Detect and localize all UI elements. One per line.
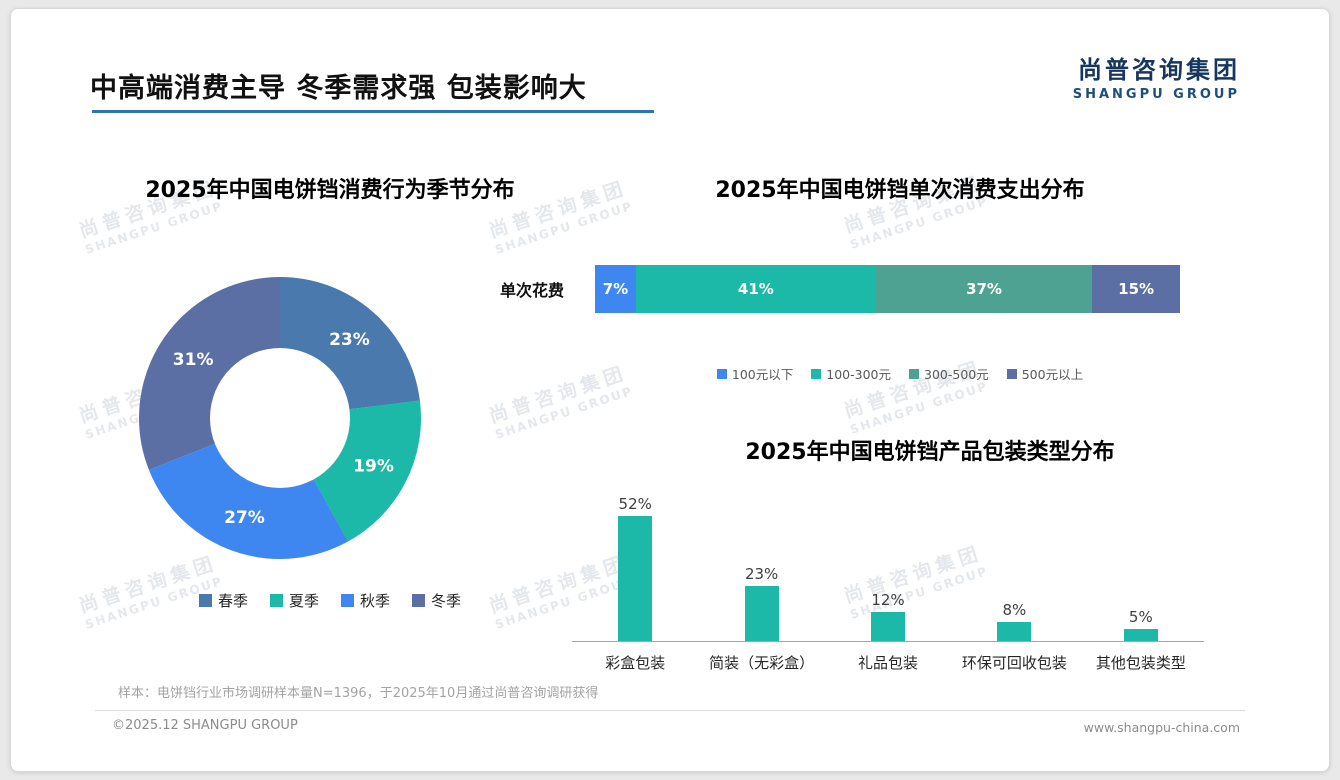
company-logo: 尚普咨询集团 SHANGPU GROUP <box>1073 50 1240 102</box>
stacked-bar-row: 单次花费 7% 41% 37% 15% <box>500 265 1188 313</box>
legend-item-冬季: 冬季 <box>412 590 461 611</box>
donut-segment-value: 31% <box>173 350 214 370</box>
donut-chart-title: 2025年中国电饼铛消费行为季节分布 <box>145 178 515 203</box>
bar-value-label: 52% <box>618 495 652 514</box>
legend-item-100元以下: 100元以下 <box>716 364 794 383</box>
bar-rect <box>618 516 653 641</box>
legend-label: 春季 <box>217 592 248 610</box>
donut-hole <box>210 348 350 488</box>
logo-chinese: 尚普咨询集团 <box>1078 56 1240 84</box>
bar-value-label: 12% <box>871 591 905 610</box>
bar-rect <box>871 612 906 641</box>
bar-value-label: 8% <box>1002 600 1027 619</box>
footer-divider <box>95 710 1245 711</box>
legend-label: 100-300元 <box>826 367 891 382</box>
packaging-bar-chart: 52% 23% 12% 8% 5% 彩盒包装 简装（无彩盒） 礼品包装 环保可回收包装 其他包装… <box>572 488 1204 673</box>
bar-value-label: 5% <box>1128 608 1153 626</box>
legend-label: 秋季 <box>360 592 391 610</box>
donut-segment-value: 19% <box>353 457 394 477</box>
bar-column-彩盒包装: 52% <box>572 495 698 641</box>
legend-label: 300-500元 <box>924 367 989 382</box>
bar-rect <box>1123 629 1158 641</box>
legend-item-夏季: 夏季 <box>269 590 319 611</box>
legend-item-100-300元: 100-300元 <box>811 364 891 383</box>
title-underline <box>92 110 654 113</box>
bar-category-label: 彩盒包装 <box>605 654 666 672</box>
donut-segment-秋季 <box>139 277 421 559</box>
bar-category-label: 其他包装类型 <box>1095 654 1186 672</box>
legend-item-300-500元: 300-500元 <box>909 364 989 383</box>
legend-label: 夏季 <box>288 592 319 610</box>
bar-rect <box>744 585 779 641</box>
bar-column-简装（无彩盒）: 23% <box>698 565 824 641</box>
stacked-segment-value: 15% <box>1118 280 1155 298</box>
donut-segment-冬季 <box>139 277 421 559</box>
seasonal-donut-chart: 23% 19% 27% 31% <box>139 277 421 559</box>
legend-swatch-icon <box>716 368 727 379</box>
legend-label: 100元以下 <box>731 367 794 382</box>
sample-footnote: 样本：电饼铛行业市场调研样本量N=1396，于2025年10月通过尚普咨询调研获… <box>118 686 599 701</box>
bar-categories: 彩盒包装 简装（无彩盒） 礼品包装 环保可回收包装 其他包装类型 <box>572 642 1204 673</box>
stacked-segment-value: 41% <box>737 280 774 298</box>
stacked-segment-value: 37% <box>966 280 1002 298</box>
legend-swatch-icon <box>1006 368 1017 379</box>
stacked-segment-100-300元: 41% <box>635 265 876 313</box>
legend-swatch-icon <box>909 368 919 379</box>
page-title: 中高端消费主导 冬季需求强 包装影响大 <box>90 73 587 104</box>
bar-category-label: 环保可回收包装 <box>961 654 1067 672</box>
footer-copyright: ©2025.12 SHANGPU GROUP <box>112 718 298 733</box>
legend-swatch-icon <box>412 594 426 607</box>
stacked-chart-title: 2025年中国电饼铛单次消费支出分布 <box>715 178 1085 203</box>
footer-website: www.shangpu-china.com <box>1083 720 1240 735</box>
bar-plot-area: 52% 23% 12% 8% 5% <box>572 488 1204 642</box>
donut-segment-value: 27% <box>224 508 265 528</box>
legend-label: 冬季 <box>431 592 462 610</box>
logo-english: SHANGPU GROUP <box>1072 87 1240 102</box>
bar-column-其他包装类型: 5% <box>1078 608 1204 641</box>
stacked-segment-500元以上: 15% <box>1092 265 1180 313</box>
bar-value-label: 23% <box>744 564 779 583</box>
legend-item-秋季: 秋季 <box>341 590 390 611</box>
donut-legend: 春季 夏季 秋季 冬季 <box>90 590 570 611</box>
legend-item-春季: 春季 <box>198 590 248 611</box>
legend-swatch-icon <box>341 594 354 607</box>
bar-column-礼品包装: 12% <box>825 591 951 641</box>
packaging-chart-title: 2025年中国电饼铛产品包装类型分布 <box>745 440 1115 465</box>
bar-category-label: 简装（无彩盒） <box>709 654 815 672</box>
stacked-row-label: 单次花费 <box>500 281 565 300</box>
legend-label: 500元以上 <box>1021 367 1084 382</box>
bar-rect <box>997 621 1032 641</box>
legend-swatch-icon <box>198 594 212 607</box>
legend-swatch-icon <box>811 368 822 379</box>
legend-item-500元以上: 500元以上 <box>1006 364 1084 383</box>
stacked-segment-100元以下: 7% <box>595 265 636 313</box>
stacked-segment-value: 7% <box>602 280 629 298</box>
stacked-legend: 100元以下 100-300元 300-500元 500元以上 <box>600 364 1200 383</box>
spending-stacked-bar: 7% 41% 37% 15% <box>595 265 1180 313</box>
bar-column-环保可回收包装: 8% <box>951 601 1077 641</box>
donut-segment-value: 23% <box>329 330 370 350</box>
stacked-segment-300-500元: 37% <box>875 265 1093 313</box>
bar-category-label: 礼品包装 <box>858 654 919 672</box>
legend-swatch-icon <box>269 594 283 607</box>
